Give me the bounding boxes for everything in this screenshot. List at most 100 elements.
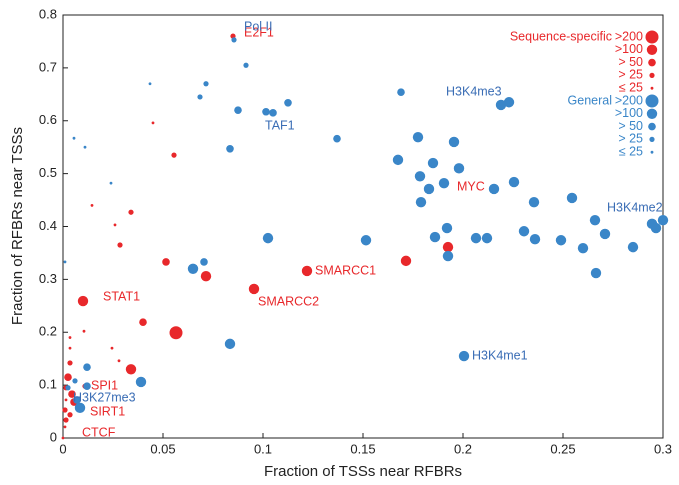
point	[414, 171, 426, 182]
point	[360, 235, 372, 246]
x-axis-title: Fraction of TSSs near RFBRs	[264, 463, 462, 480]
annotation: STAT1	[103, 289, 140, 303]
point	[231, 37, 237, 43]
point	[83, 363, 91, 371]
point	[171, 152, 177, 158]
point	[67, 412, 73, 418]
x-tick-label: 0.15	[350, 441, 375, 456]
point	[73, 396, 81, 404]
point	[566, 192, 578, 204]
annotation: H3K4me1	[472, 348, 528, 362]
point	[599, 228, 611, 240]
point	[453, 163, 465, 174]
x-tick-label: 0.3	[654, 441, 672, 456]
annotation: SMARCC2	[258, 294, 319, 308]
point	[508, 176, 520, 188]
y-tick-label: 0.2	[39, 324, 57, 339]
point	[438, 177, 450, 189]
point	[61, 436, 65, 440]
point	[63, 425, 67, 429]
legend-marker	[646, 108, 658, 120]
legend-marker	[650, 86, 654, 90]
x-tick-label: 0	[59, 441, 66, 456]
legend-size-label: >200	[615, 93, 643, 107]
point	[589, 214, 601, 226]
annotation: E2F1	[244, 25, 274, 39]
y-tick-label: 0.4	[39, 218, 57, 233]
annotation: SPI1	[91, 378, 118, 392]
legend-marker	[645, 94, 659, 108]
point	[301, 265, 313, 277]
point	[470, 232, 482, 244]
point	[481, 232, 493, 244]
point	[125, 364, 137, 375]
point	[113, 223, 117, 227]
legend-size-label: >100	[615, 42, 643, 56]
point	[135, 376, 147, 388]
point	[64, 373, 72, 381]
legend-marker	[649, 136, 655, 142]
point	[284, 98, 292, 107]
point	[243, 62, 249, 68]
y-tick-label: 0.7	[39, 59, 57, 74]
point	[412, 131, 424, 143]
legend-size-label: > 25	[618, 68, 643, 82]
x-tick-label: 0.1	[254, 441, 272, 456]
legend-marker	[650, 150, 654, 154]
point	[162, 258, 170, 266]
point	[139, 318, 147, 327]
point	[442, 241, 454, 253]
legend-size-label: >200	[615, 29, 643, 43]
point	[72, 136, 76, 140]
point	[83, 382, 91, 390]
point	[64, 398, 68, 402]
point	[197, 94, 203, 100]
point	[555, 235, 567, 246]
legend-marker	[645, 30, 659, 44]
point	[200, 271, 212, 282]
point	[169, 326, 183, 340]
point	[448, 136, 460, 148]
point	[627, 241, 639, 253]
y-tick-label: 0.6	[39, 112, 57, 127]
legend-marker	[649, 72, 655, 78]
point	[77, 295, 89, 307]
point	[333, 134, 341, 143]
legend-size-label: ≤ 25	[619, 80, 643, 94]
point	[458, 350, 470, 362]
annotation: H3K27me3	[73, 390, 136, 404]
point	[72, 378, 78, 384]
point	[68, 346, 72, 350]
legend-marker	[648, 122, 656, 131]
point	[62, 407, 68, 413]
point	[415, 196, 427, 208]
legend-size-label: >100	[615, 106, 643, 120]
annotation: H3K4me2	[607, 200, 663, 214]
annotation: MYC	[457, 179, 485, 193]
point	[577, 242, 589, 254]
point	[590, 267, 602, 279]
point	[518, 226, 530, 237]
point	[429, 231, 441, 243]
point	[224, 338, 236, 350]
point	[657, 214, 669, 226]
legend-size-label: > 50	[618, 55, 643, 69]
point	[423, 183, 435, 195]
legend-size-label: > 25	[618, 132, 643, 146]
point	[74, 402, 86, 414]
point	[248, 283, 260, 295]
point	[109, 181, 113, 185]
point	[90, 203, 94, 207]
annotation: SMARCC1	[315, 263, 376, 277]
y-tick-label: 0.3	[39, 271, 57, 286]
point	[68, 336, 72, 339]
point	[63, 417, 69, 423]
y-tick-label: 0.5	[39, 165, 57, 180]
y-tick-label: 0.1	[39, 377, 57, 392]
point	[151, 121, 155, 125]
annotation: Pol II	[244, 19, 273, 33]
point	[65, 385, 71, 391]
point	[148, 82, 152, 86]
